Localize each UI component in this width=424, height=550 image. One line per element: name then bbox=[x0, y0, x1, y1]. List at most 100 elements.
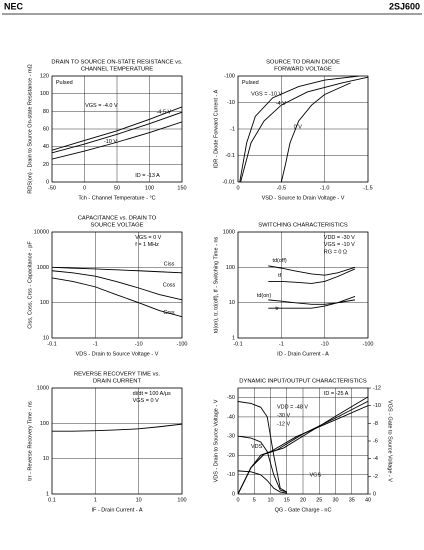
series-line bbox=[238, 401, 287, 493]
annotation: Pulsed bbox=[56, 80, 73, 86]
x-axis-label: QG - Gate Charge - nC bbox=[275, 507, 332, 513]
y2-tick-label: -8 bbox=[373, 421, 378, 427]
y-axis-label: IDR - Diode Forward Current - A bbox=[213, 89, 219, 168]
y-tick-label: -40 bbox=[227, 414, 235, 420]
x-tick-label: -100 bbox=[176, 341, 187, 347]
y2-tick-label: -6 bbox=[373, 438, 378, 444]
x-tick-label: 20 bbox=[300, 497, 306, 503]
series-line bbox=[238, 435, 287, 493]
x-tick-label: -10 bbox=[321, 341, 329, 347]
series-line bbox=[268, 296, 356, 309]
series-line bbox=[52, 423, 182, 432]
x-tick-label: 25 bbox=[316, 497, 322, 503]
y-tick-label: -30 bbox=[227, 434, 235, 440]
y2-tick-label: -10 bbox=[373, 403, 381, 409]
y-tick-label: -10 bbox=[227, 472, 235, 478]
x-axis-label: ID - Drain Current - A bbox=[277, 351, 329, 357]
part-number: 2SJ600 bbox=[389, 1, 420, 11]
y-tick-label: 1 bbox=[46, 491, 49, 497]
y-tick-label: -50 bbox=[227, 395, 235, 401]
x-tick-label: -1 bbox=[279, 341, 284, 347]
y-tick-label: -1 bbox=[230, 126, 235, 132]
y2-tick-label: -4 bbox=[373, 456, 378, 462]
annotation: Pulsed bbox=[242, 80, 259, 86]
y-tick-label: 60 bbox=[43, 126, 49, 132]
y-axis-label: VDS - Drain to Source Voltage - V bbox=[213, 399, 219, 482]
annotation: VGS = 0 V bbox=[135, 235, 161, 241]
y-tick-label: -100 bbox=[224, 73, 235, 79]
x-axis-label: Tch - Channel Temperature - °C bbox=[78, 195, 155, 201]
y-tick-label: 80 bbox=[43, 109, 49, 115]
chart-title: CAPACITANCE vs. DRAIN TO bbox=[78, 216, 157, 222]
y-axis-label: Ciss, Coss, Crss - Capacitance - pF bbox=[27, 241, 33, 329]
annotation: VGS = 0 V bbox=[133, 398, 159, 404]
chart-title: SOURCE TO DRAIN DIODE bbox=[266, 60, 340, 66]
series-label: tr bbox=[275, 306, 279, 312]
chart-title: SOURCE VOLTAGE bbox=[91, 223, 144, 229]
annotation: VDD = -30 V bbox=[324, 235, 355, 241]
y-tick-label: 0 bbox=[46, 179, 49, 185]
y-tick-label: -10 bbox=[227, 100, 235, 106]
x-tick-label: -0.1 bbox=[233, 341, 242, 347]
series-line bbox=[268, 265, 356, 276]
series-line bbox=[52, 270, 182, 301]
x-tick-label: 35 bbox=[349, 497, 355, 503]
y2-tick-label: 0 bbox=[373, 491, 376, 497]
x-tick-label: 40 bbox=[365, 497, 371, 503]
chart-title: REVERSE RECOVERY TIME vs. bbox=[74, 372, 160, 378]
y-tick-label: -20 bbox=[227, 453, 235, 459]
x-tick-label: 100 bbox=[177, 497, 186, 503]
series-label: -4 V bbox=[276, 101, 286, 107]
annotation: VGS bbox=[310, 472, 322, 478]
series-line bbox=[52, 266, 182, 274]
y-tick-label: 100 bbox=[40, 91, 49, 97]
series-line bbox=[52, 277, 182, 318]
series-label: Coss bbox=[163, 282, 176, 288]
series-label: VGS = -4.0 V bbox=[85, 103, 118, 109]
x-tick-label: 5 bbox=[253, 497, 256, 503]
x-tick-label: -0.5 bbox=[277, 185, 286, 191]
x-tick-label: 0 bbox=[236, 497, 239, 503]
x-tick-label: 15 bbox=[284, 497, 290, 503]
y-tick-label: -0.01 bbox=[222, 179, 235, 185]
x-tick-label: -1.5 bbox=[363, 185, 372, 191]
x-tick-label: 150 bbox=[177, 185, 186, 191]
series-line bbox=[240, 76, 368, 182]
y-tick-label: 0 bbox=[232, 491, 235, 497]
x-axis-label: VSD - Source to Drain Voltage - V bbox=[262, 195, 345, 201]
x-tick-label: 0 bbox=[236, 185, 239, 191]
x-tick-label: 0.1 bbox=[48, 497, 56, 503]
y-tick-label: 20 bbox=[43, 162, 49, 168]
annotation: VDD = -48 V bbox=[277, 405, 308, 411]
annotation: di/dt = 100 A/μs bbox=[133, 391, 171, 397]
series-line bbox=[52, 111, 182, 154]
y-tick-label: 120 bbox=[40, 73, 49, 79]
series-line bbox=[52, 106, 182, 151]
series-label: td(off) bbox=[272, 258, 286, 264]
annotation: -30 V bbox=[277, 413, 290, 419]
series-line bbox=[268, 268, 356, 284]
y-tick-label: 1000 bbox=[37, 385, 49, 391]
x-tick-label: -50 bbox=[48, 185, 56, 191]
chart-title: DYNAMIC INPUT/OUTPUT CHARACTERISTICS bbox=[239, 379, 367, 385]
y-tick-label: 100 bbox=[226, 265, 235, 271]
y-tick-label: 10000 bbox=[34, 229, 49, 235]
brand: NEC bbox=[4, 1, 24, 11]
x-tick-label: 1 bbox=[94, 497, 97, 503]
series-label: 0 V bbox=[294, 124, 303, 130]
series-line bbox=[52, 121, 182, 160]
x-tick-label: -1.0 bbox=[320, 185, 329, 191]
series-label: td(on) bbox=[257, 293, 272, 299]
x-tick-label: 30 bbox=[332, 497, 338, 503]
y-tick-label: 100 bbox=[40, 421, 49, 427]
y-tick-label: -0.1 bbox=[226, 153, 235, 159]
chart-title: CHANNEL TEMPERATURE bbox=[81, 67, 153, 73]
y2-axis-label: VGS - Gate to Source Voltage - V bbox=[387, 400, 393, 482]
series-line bbox=[239, 76, 360, 182]
series-label: Crss bbox=[163, 310, 175, 316]
x-tick-label: 0 bbox=[83, 185, 86, 191]
y-tick-label: 10 bbox=[43, 456, 49, 462]
y-tick-label: 100 bbox=[40, 300, 49, 306]
